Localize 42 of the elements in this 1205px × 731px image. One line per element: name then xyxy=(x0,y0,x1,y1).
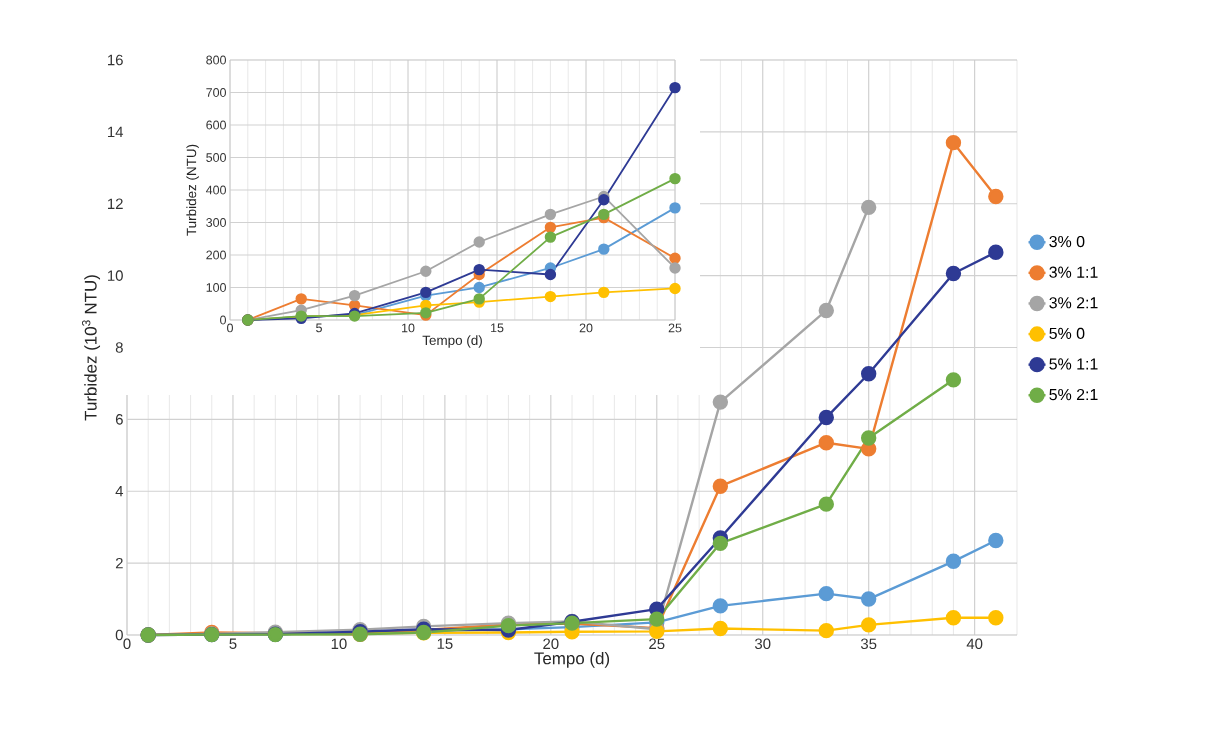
y-tick-label: 4 xyxy=(115,486,124,497)
y-axis-title: Turbidez (10$^{3}$ NTU) xyxy=(81,275,101,421)
x-tick-label: 10 xyxy=(331,638,347,650)
x-tick-label: 0 xyxy=(227,323,233,333)
y-tick-label: 800 xyxy=(206,55,226,65)
y-tick-label: 0 xyxy=(115,629,123,641)
y-tick-label: 10 xyxy=(108,270,123,281)
legend-label: 5% 1:1 xyxy=(1049,358,1098,370)
legend-label: 5% 2:1 xyxy=(1049,388,1098,401)
y-tick-label: 200 xyxy=(206,250,226,260)
y-tick-label: 600 xyxy=(206,120,226,130)
legend-label: 5% 0 xyxy=(1049,327,1085,340)
x-tick-label: 5 xyxy=(316,323,322,333)
y-tick-label: 8 xyxy=(115,342,123,353)
x-axis-title: Tempo (d) xyxy=(422,335,482,348)
y-tick-label: 14 xyxy=(108,126,124,137)
y-tick-label: 12 xyxy=(108,198,123,209)
x-tick-label: 15 xyxy=(437,638,453,649)
y-tick-label: 700 xyxy=(206,88,226,97)
y-tick-label: 16 xyxy=(108,54,123,66)
y-tick-label: 300 xyxy=(206,218,226,227)
x-tick-label: 20 xyxy=(579,323,593,333)
y-tick-label: 400 xyxy=(205,185,226,195)
x-tick-label: 15 xyxy=(491,323,504,333)
x-tick-label: 35 xyxy=(860,638,877,650)
x-axis-title: Tempo (d) xyxy=(534,651,610,668)
legend-label: 3% 0 xyxy=(1049,235,1085,248)
y-tick-label: 6 xyxy=(115,414,123,425)
y-axis-title: Turbidez (NTU) xyxy=(186,144,199,236)
y-tick-label: 100 xyxy=(206,283,226,292)
x-tick-label: 10 xyxy=(402,323,415,333)
legend-label: 3% 2:1 xyxy=(1049,297,1098,309)
y-tick-label: 0 xyxy=(220,315,226,325)
x-tick-label: 5 xyxy=(229,638,237,649)
x-tick-label: 25 xyxy=(668,323,682,333)
y-tick-label: 2 xyxy=(115,557,123,569)
x-tick-label: 25 xyxy=(649,638,665,650)
x-tick-label: 30 xyxy=(754,638,771,650)
legend-label: 3% 1:1 xyxy=(1049,266,1098,278)
x-tick-label: 40 xyxy=(966,638,983,650)
x-tick-label: 20 xyxy=(543,638,559,650)
y-tick-label: 500 xyxy=(206,153,226,162)
